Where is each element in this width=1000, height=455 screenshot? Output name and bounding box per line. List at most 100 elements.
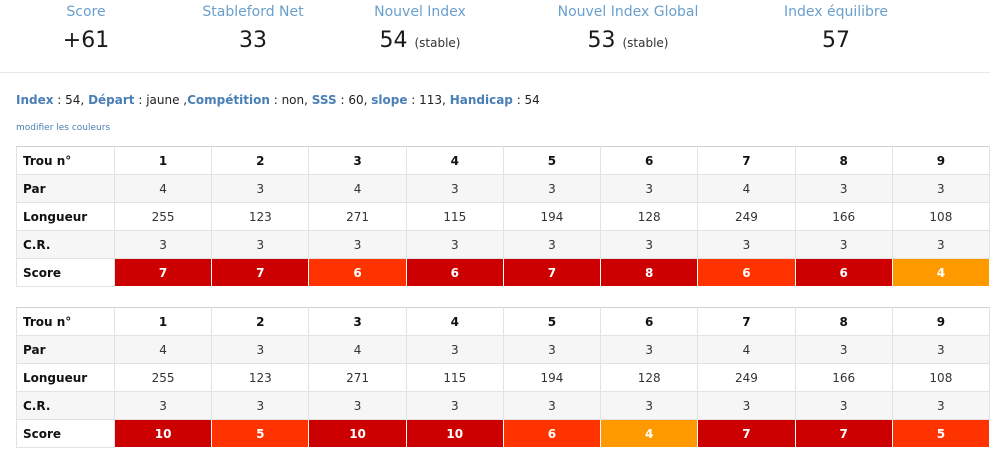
longueur-cell: 255 <box>113 363 213 392</box>
score-cell: 5 <box>211 419 310 448</box>
row-par: Par 4 3 4 3 3 3 4 3 3 <box>16 174 991 203</box>
row-score: Score 10 5 10 10 6 4 7 7 5 <box>16 419 991 448</box>
stat-note: (stable) <box>414 36 461 50</box>
cr-cell: 3 <box>113 391 213 420</box>
longueur-cell: 194 <box>502 363 602 392</box>
row-header: Score <box>16 258 115 287</box>
longueur-cell: 108 <box>891 202 991 231</box>
stat-number: 57 <box>822 28 850 53</box>
cr-cell: 3 <box>891 391 991 420</box>
holes-cell: 7 <box>697 146 796 175</box>
score-cell: 4 <box>891 258 991 287</box>
cr-cell: 3 <box>600 391 699 420</box>
competition-value: non <box>281 93 305 107</box>
row-cr: C.R. 3 3 3 3 3 3 3 3 3 <box>16 230 991 259</box>
row-hole-numbers: Trou n° 1 2 3 4 5 6 7 8 9 <box>16 146 991 175</box>
cr-cell: 3 <box>600 230 699 259</box>
holes-cell: 7 <box>697 307 796 336</box>
row-longueur: Longueur 255 123 271 115 194 128 249 166 108 <box>16 363 991 392</box>
holes-cell: 5 <box>502 146 602 175</box>
handicap-value: 54 <box>524 93 540 107</box>
stat-score: Score +61 <box>52 4 120 56</box>
par-cell: 4 <box>113 174 213 203</box>
score-cell: 6 <box>405 258 504 287</box>
stat-label: Nouvel Index <box>374 4 466 20</box>
cr-cell: 3 <box>502 230 602 259</box>
score-cell: 10 <box>113 419 213 448</box>
competition-label: Compétition <box>187 93 270 107</box>
slope-label: slope <box>371 93 408 107</box>
longueur-cell: 128 <box>600 363 699 392</box>
cr-cell: 3 <box>405 230 504 259</box>
stat-note: (stable) <box>622 36 669 50</box>
stat-label: Index équilibre <box>784 4 888 20</box>
par-cell: 4 <box>308 335 407 364</box>
cr-cell: 3 <box>697 230 796 259</box>
par-cell: 3 <box>211 335 310 364</box>
longueur-cell: 115 <box>405 202 504 231</box>
holes-cell: 1 <box>113 146 213 175</box>
score-cell: 10 <box>308 419 407 448</box>
holes-cell: 6 <box>600 146 699 175</box>
par-cell: 4 <box>697 335 796 364</box>
cr-cell: 3 <box>794 391 893 420</box>
stat-nouvel-index: Nouvel Index 54 (stable) <box>368 4 472 58</box>
par-cell: 3 <box>891 174 991 203</box>
cr-cell: 3 <box>697 391 796 420</box>
score-cell: 6 <box>794 258 893 287</box>
stats-bar: Score +61 Stableford Net 33 Nouvel Index… <box>0 0 990 73</box>
score-cell: 6 <box>308 258 407 287</box>
par-cell: 3 <box>502 335 602 364</box>
par-cell: 3 <box>794 335 893 364</box>
stat-nouvel-index-global: Nouvel Index Global 53 (stable) <box>553 4 703 58</box>
stat-index-equilibre: Index équilibre 57 <box>780 4 892 56</box>
stat-number: +61 <box>62 28 110 53</box>
holes-cell: 4 <box>405 307 504 336</box>
holes-cell: 5 <box>502 307 602 336</box>
row-header: Score <box>16 419 115 448</box>
row-header: Longueur <box>16 202 115 231</box>
longueur-cell: 128 <box>600 202 699 231</box>
par-cell: 4 <box>697 174 796 203</box>
holes-cell: 3 <box>308 146 407 175</box>
cr-cell: 3 <box>211 391 310 420</box>
par-cell: 3 <box>211 174 310 203</box>
score-cell: 5 <box>891 419 991 448</box>
stat-label: Score <box>66 4 106 20</box>
row-header: Trou n° <box>16 146 115 175</box>
longueur-cell: 108 <box>891 363 991 392</box>
sss-label: SSS <box>311 93 337 107</box>
row-score: Score 7 7 6 6 7 8 6 6 4 <box>16 258 991 287</box>
cr-cell: 3 <box>405 391 504 420</box>
par-cell: 4 <box>308 174 407 203</box>
stat-label: Stableford Net <box>202 4 304 20</box>
stat-value: +61 <box>52 26 120 56</box>
longueur-cell: 123 <box>211 202 310 231</box>
score-cell: 7 <box>113 258 213 287</box>
holes-cell: 1 <box>113 307 213 336</box>
holes-cell: 9 <box>891 307 991 336</box>
cr-cell: 3 <box>794 230 893 259</box>
cr-cell: 3 <box>308 391 407 420</box>
score-cell: 8 <box>600 258 699 287</box>
stat-value: 54 (stable) <box>368 26 472 58</box>
row-cr: C.R. 3 3 3 3 3 3 3 3 3 <box>16 391 991 420</box>
par-cell: 3 <box>794 174 893 203</box>
longueur-cell: 115 <box>405 363 504 392</box>
longueur-cell: 166 <box>794 202 893 231</box>
score-cell: 7 <box>211 258 310 287</box>
longueur-cell: 249 <box>697 363 796 392</box>
index-label: Index <box>16 93 54 107</box>
handicap-label: Handicap <box>449 93 513 107</box>
row-hole-numbers: Trou n° 1 2 3 4 5 6 7 8 9 <box>16 307 991 336</box>
stat-number: 53 <box>587 28 616 53</box>
longueur-cell: 194 <box>502 202 602 231</box>
modify-colors-link[interactable]: modifier les couleurs <box>16 123 111 133</box>
par-cell: 3 <box>502 174 602 203</box>
stat-value: 57 <box>780 26 892 56</box>
stat-value: 33 <box>198 26 308 56</box>
par-cell: 3 <box>405 335 504 364</box>
index-value: 54 <box>65 93 81 107</box>
row-par: Par 4 3 4 3 3 3 4 3 3 <box>16 335 991 364</box>
holes-cell: 2 <box>211 307 310 336</box>
